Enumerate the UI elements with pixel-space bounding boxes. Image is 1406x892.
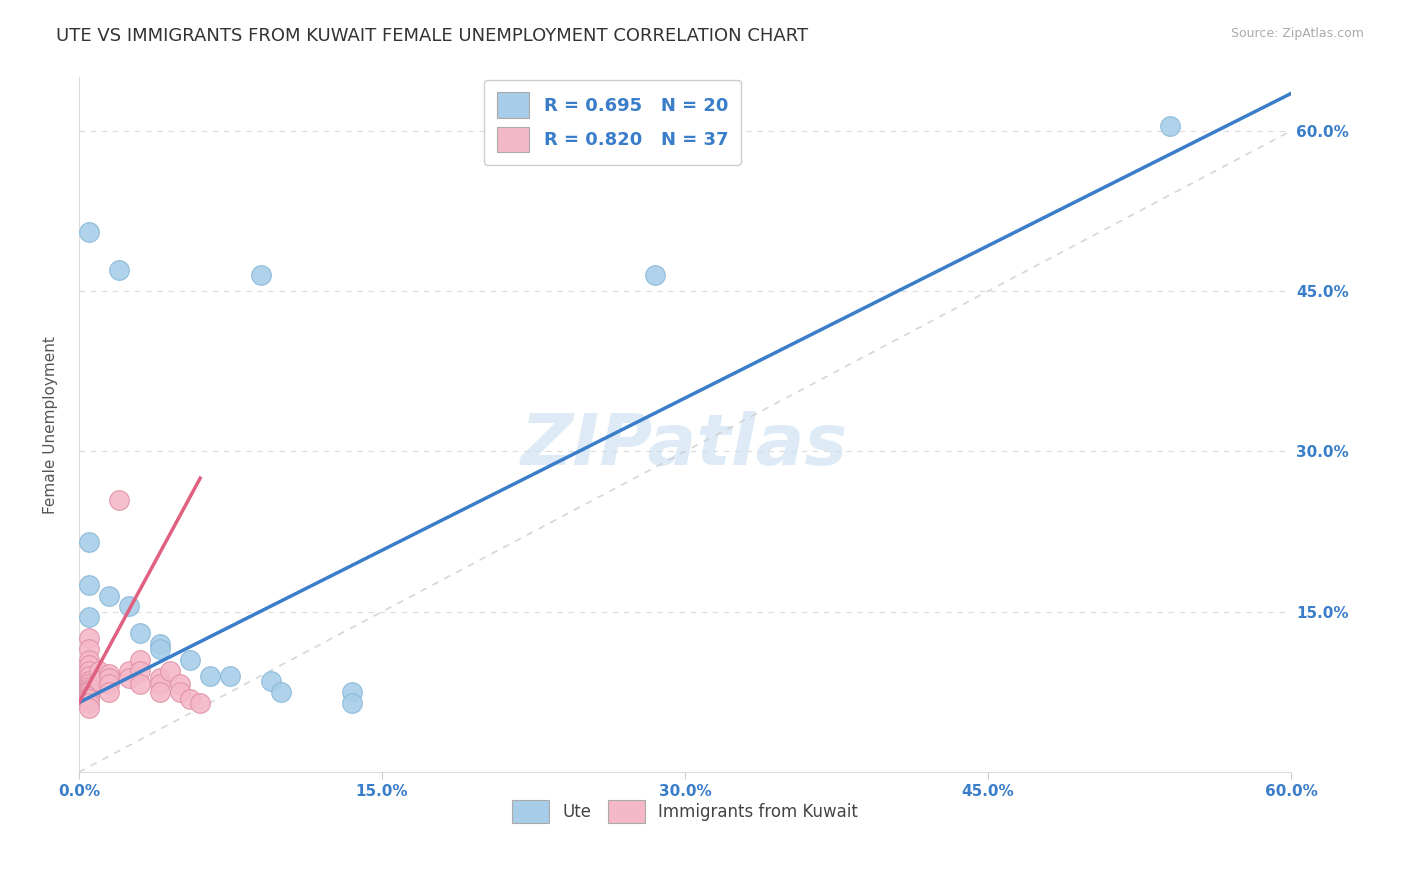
Point [89,674,111,689]
Text: ZIPatlas: ZIPatlas [522,411,849,480]
Point [77,690,100,705]
Point [89,664,111,678]
Point [340,696,363,710]
Point [118,599,141,614]
Point [149,642,172,657]
Point [179,692,201,706]
Text: Source: ZipAtlas.com: Source: ZipAtlas.com [1230,27,1364,40]
Point [98,685,121,699]
Point [77,683,100,698]
Point [77,688,100,702]
Point [77,674,100,689]
Point [644,268,666,282]
Point [98,671,121,685]
Point [188,696,211,710]
Point [77,685,100,699]
Point [77,535,100,549]
Point [77,696,100,710]
Point [179,653,201,667]
Point [77,610,100,624]
Point [108,492,131,507]
Point [77,701,100,715]
Y-axis label: Female Unemployment: Female Unemployment [44,335,58,514]
Point [77,680,100,694]
Point [149,685,172,699]
Point [128,653,150,667]
Point [77,642,100,657]
Point [98,666,121,681]
Point [149,671,172,685]
Point [340,685,363,699]
Point [260,674,283,689]
Point [77,632,100,646]
Point [77,658,100,673]
Point [169,677,191,691]
Legend: Ute, Immigrants from Kuwait: Ute, Immigrants from Kuwait [502,789,868,833]
Point [77,664,100,678]
Point [77,669,100,683]
Text: UTE VS IMMIGRANTS FROM KUWAIT FEMALE UNEMPLOYMENT CORRELATION CHART: UTE VS IMMIGRANTS FROM KUWAIT FEMALE UNE… [56,27,808,45]
Point [77,653,100,667]
Point [270,685,292,699]
Point [77,681,100,696]
Point [98,677,121,691]
Point [77,677,100,691]
Point [149,637,172,651]
Point [128,677,150,691]
Point [77,692,100,706]
Point [128,664,150,678]
Point [1159,119,1181,133]
Point [108,262,131,277]
Point [98,589,121,603]
Point [149,677,172,691]
Point [219,669,242,683]
Point [77,226,100,240]
Point [249,268,271,282]
Point [200,669,222,683]
Point [159,664,181,678]
Point [118,664,141,678]
Point [128,626,150,640]
Point [169,685,191,699]
Point [77,578,100,592]
Point [118,671,141,685]
